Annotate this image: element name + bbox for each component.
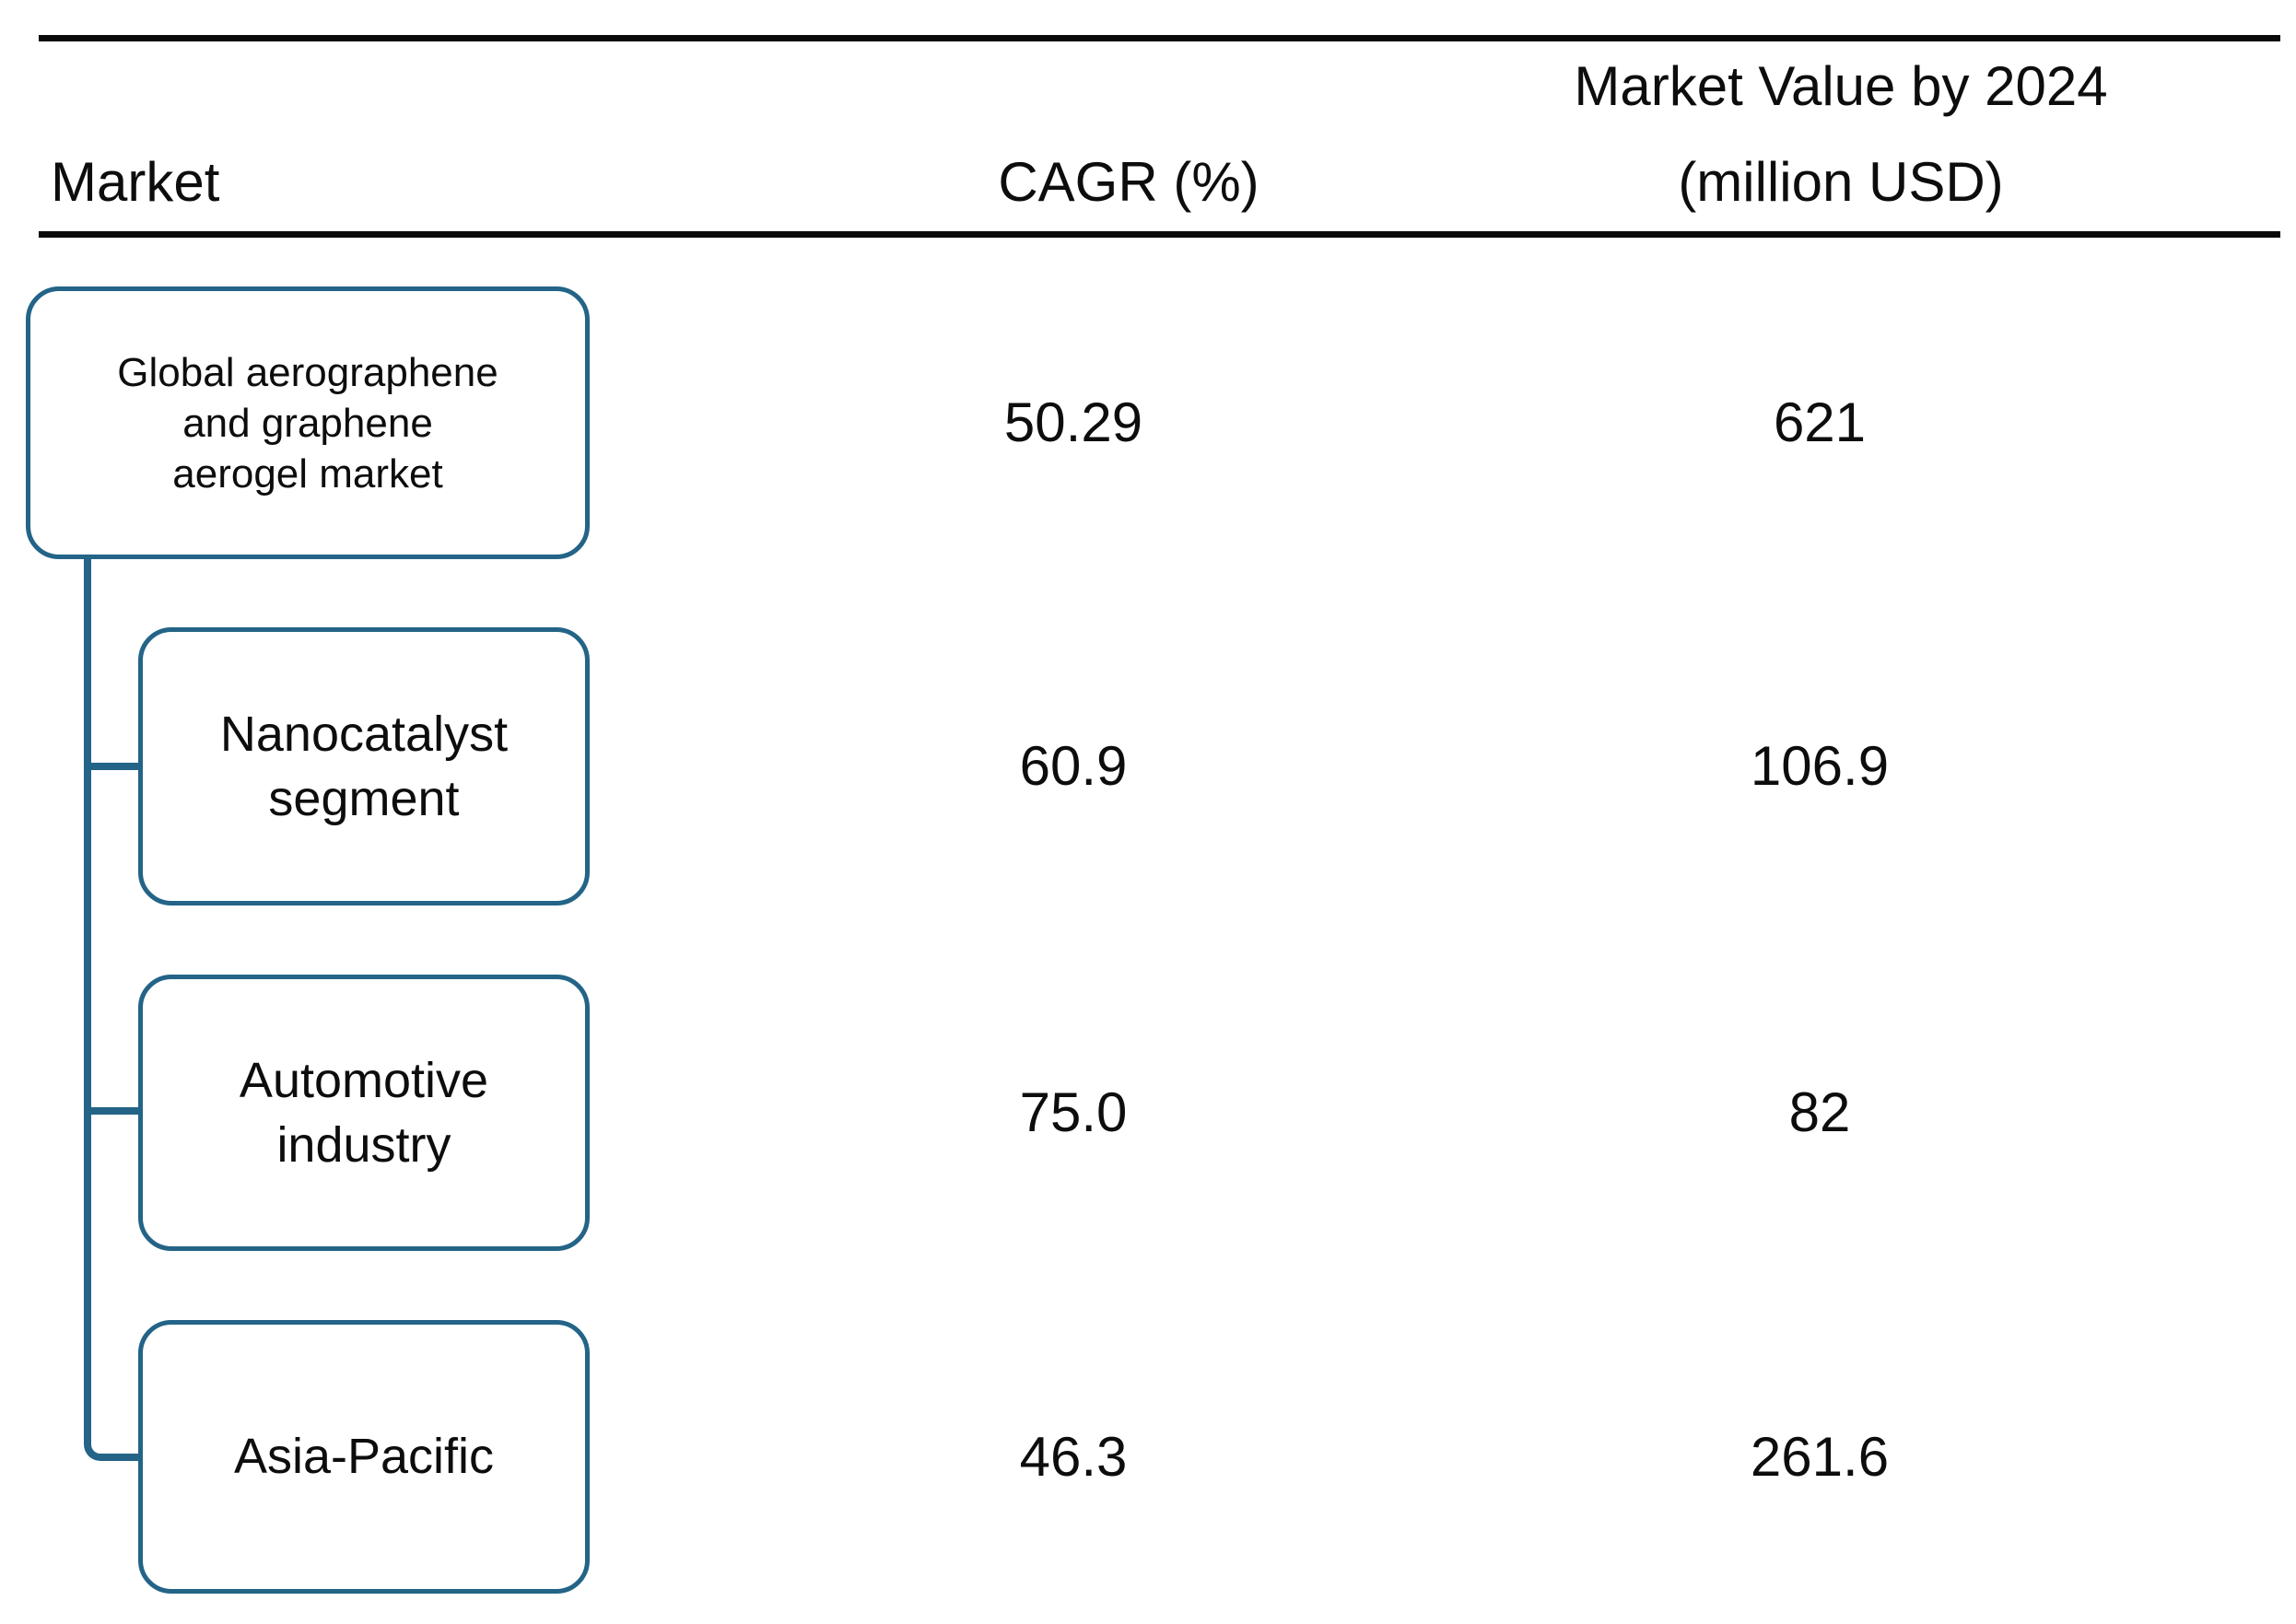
node-global-aerographene-market: Global aerographene and graphene aerogel… bbox=[26, 286, 590, 559]
cagr-value-row2: 60.9 bbox=[1019, 735, 1128, 797]
market-value-row4: 261.6 bbox=[1750, 1426, 1890, 1488]
node-asia-pacific: Asia-Pacific bbox=[138, 1320, 590, 1594]
node-label: Asia-Pacific bbox=[233, 1429, 495, 1485]
market-value-row2: 106.9 bbox=[1750, 735, 1890, 797]
market-value-row1: 621 bbox=[1773, 391, 1867, 453]
node-nanocatalyst-segment: Nanocatalyst segment bbox=[138, 627, 590, 905]
header-market: Market bbox=[51, 151, 220, 213]
cagr-value-row4: 46.3 bbox=[1019, 1426, 1128, 1488]
table-top-rule bbox=[39, 35, 2280, 41]
node-label: Nanocatalyst segment bbox=[219, 706, 509, 826]
cagr-value-row3: 75.0 bbox=[1019, 1081, 1128, 1143]
cagr-value-row1: 50.29 bbox=[1003, 391, 1143, 453]
node-automotive-industry: Automotive industry bbox=[138, 975, 590, 1251]
header-market-value-line2: (million USD) bbox=[1678, 151, 2004, 213]
market-value-row3: 82 bbox=[1788, 1081, 1851, 1143]
tree-connector-branch-automotive bbox=[84, 1107, 138, 1115]
header-cagr: CAGR (%) bbox=[998, 151, 1259, 213]
tree-connector-trunk bbox=[84, 559, 138, 1461]
node-label: Global aerographene and graphene aerogel… bbox=[117, 349, 498, 497]
tree-connector-branch-nanocatalyst bbox=[84, 763, 138, 770]
node-label: Automotive industry bbox=[239, 1052, 489, 1173]
table-header-rule bbox=[39, 231, 2280, 238]
header-market-value-line1: Market Value by 2024 bbox=[1574, 55, 2108, 117]
